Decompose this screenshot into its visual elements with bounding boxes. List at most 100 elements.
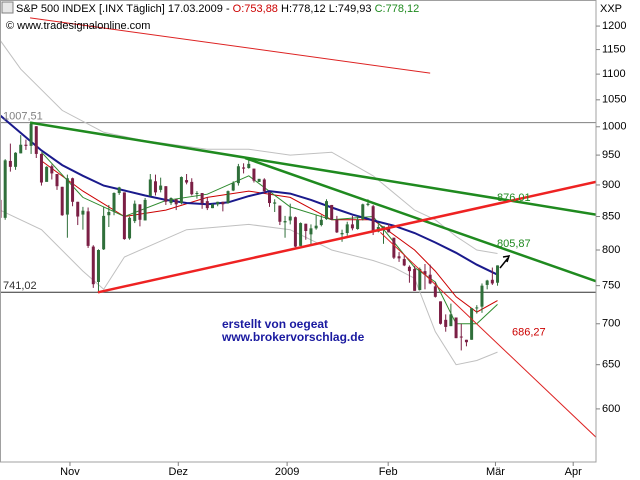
annotation: erstellt von oegeat [222,317,328,331]
y-tick-label: 1050 [602,94,626,106]
candle-body [485,280,489,285]
y-tick-label: 1200 [602,20,626,32]
candle-body [153,181,157,193]
candle-body [283,221,287,223]
candle-body [86,211,90,246]
candle-body [449,314,453,327]
candle-body [24,144,28,146]
candle-body [309,228,313,235]
y-tick-label: 1100 [602,68,626,80]
candle-body [169,197,173,204]
candle-body [340,233,344,235]
candle-body [128,217,132,239]
annotation: www.brokervorschlag.de [221,330,365,344]
candle-body [81,210,85,215]
candle-body [299,223,303,246]
chart-icon[interactable] [1,1,14,14]
header-high-low: H:778,12 L:749,93 [281,3,372,15]
candle-body [304,223,308,232]
plot-frame [0,0,597,463]
candle-body [470,308,474,340]
candle-body [392,237,396,258]
y-tick-label: 950 [602,149,620,161]
candle-body [216,201,220,205]
source: © www.tradesignalonline.com [6,20,150,32]
candle-body [288,216,292,221]
candle-body [418,268,422,291]
candle-body [102,215,106,250]
candle-body [76,201,80,217]
y-tick-label: 800 [602,244,620,256]
candle-body [361,204,365,220]
x-tick-label: 2009 [275,466,299,478]
y-tick-label: 1000 [602,121,626,133]
candle-body [247,163,251,169]
candle-body [91,246,95,285]
candle-body [34,126,38,154]
candle-body [174,199,178,205]
y-tick-label: 600 [602,403,620,415]
candle-body [407,266,411,272]
candle-body [143,199,147,221]
candle-body [490,279,494,284]
candle-body [423,271,427,275]
candle-body [14,152,18,167]
candle-body [454,317,458,339]
candle-body [190,181,194,195]
candle-body [133,203,137,222]
y-tick-label: 750 [602,280,620,292]
y-tick-label: 850 [602,210,620,222]
candle-body [221,201,225,205]
candle-body [65,178,69,215]
candle-body [164,186,168,202]
unit-label: XXP [600,3,622,15]
candle-body [345,224,349,234]
price-label: 686,27 [512,327,546,339]
candle-body [195,192,199,194]
candle-body [366,203,370,205]
candle-body [50,166,54,174]
y-tick-label: 900 [602,179,620,191]
candle-body [273,202,277,204]
candle-body [314,225,318,229]
candle-body [252,168,256,181]
candle-body [356,219,360,230]
candle-body [45,166,49,182]
candle-body [350,224,354,229]
candle-body [122,192,126,240]
candle-body [205,201,209,209]
candle-body [148,179,152,197]
candle-body [475,307,479,309]
candle-body [60,186,64,216]
trendline [29,17,431,74]
candle-body [464,339,468,343]
candle-body [226,191,230,204]
candle-body [397,256,401,259]
x-tick-label: Apr [565,466,582,478]
candle-body [159,185,163,190]
y-tick-label: 1150 [602,43,626,55]
candle-body [107,211,111,216]
candle-body [39,153,43,183]
candle-body [8,160,12,167]
price-label: 876,01 [497,192,531,204]
candle-body [29,124,33,146]
x-tick-label: Feb [379,466,398,478]
candle-body [459,336,463,338]
candle-body [433,286,437,297]
candle-body [293,217,297,247]
candle-body [267,192,271,204]
candle-body [210,204,214,209]
candle-body [262,179,266,192]
candle-body [371,206,375,232]
price-label: 805,87 [497,238,531,250]
candle-body [480,285,484,307]
x-tick-label: Dez [169,466,189,478]
trendline [380,231,596,438]
plot-area [0,17,596,438]
candle-body [55,174,59,187]
indicator-line [41,160,498,313]
